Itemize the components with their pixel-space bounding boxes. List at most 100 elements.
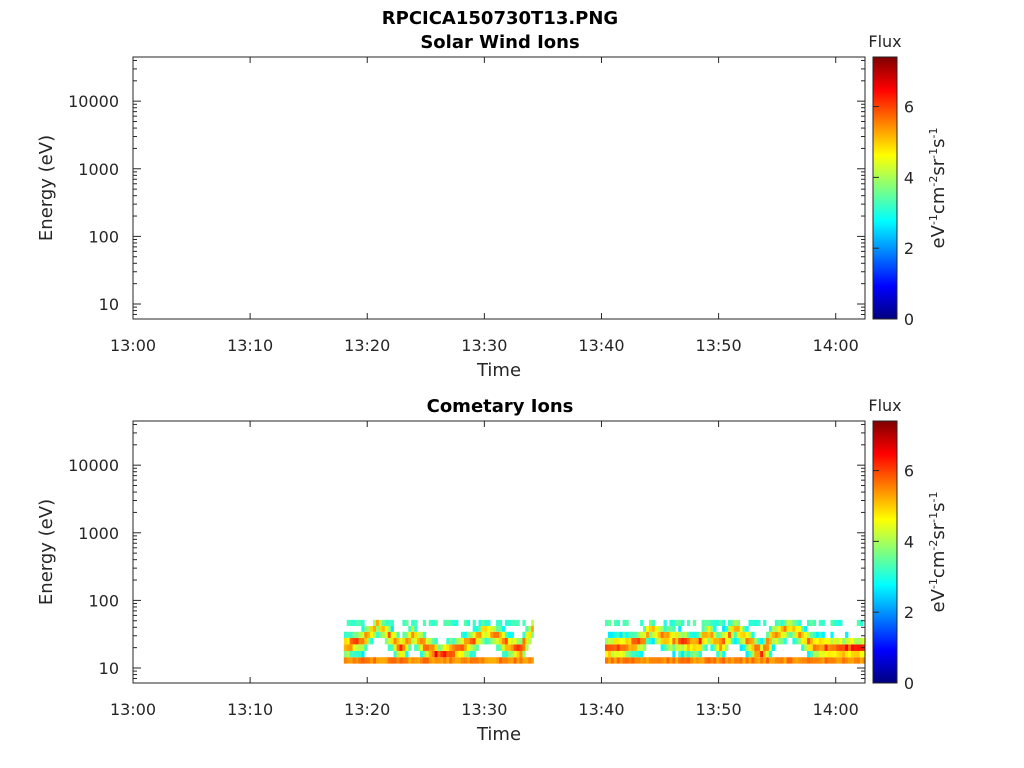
heatmap-cell — [405, 644, 409, 651]
heatmap-cell — [440, 644, 444, 651]
heatmap-cell — [760, 657, 764, 664]
heatmap-cell — [686, 637, 691, 645]
heatmap-cell — [675, 619, 679, 626]
heatmap-cell — [431, 657, 435, 664]
heatmap-cell — [698, 657, 702, 664]
heatmap-cell — [504, 619, 509, 626]
heatmap-cell — [343, 631, 348, 638]
heatmap-cell — [516, 637, 520, 645]
heatmap-cell — [815, 637, 820, 645]
heatmap-cell — [466, 631, 471, 638]
heatmap-cell — [408, 626, 412, 632]
heatmap-cell — [733, 619, 738, 626]
heatmap-cell — [463, 657, 468, 664]
heatmap-cell — [478, 631, 482, 638]
heatmap-cell — [446, 650, 450, 658]
heatmap-cell — [396, 644, 400, 651]
heatmap-cell — [610, 631, 615, 638]
heatmap-cell — [376, 619, 380, 626]
heatmap-cell — [842, 637, 846, 645]
heatmap-cell — [751, 650, 755, 658]
heatmap-cell — [510, 650, 514, 658]
heatmap-cell — [422, 619, 427, 626]
x-axis-label: Time — [476, 724, 521, 745]
heatmap-cell — [815, 650, 820, 658]
heatmap-cell — [727, 631, 732, 638]
heatmap-cell — [446, 619, 450, 626]
heatmap-cell — [713, 631, 717, 638]
heatmap-cell — [824, 657, 828, 664]
heatmap-cell — [727, 657, 732, 664]
heatmap-cell — [422, 631, 427, 638]
heatmap-cell — [678, 644, 682, 651]
heatmap-cell — [463, 637, 468, 645]
heatmap-cell — [399, 657, 403, 664]
heatmap-cell — [390, 631, 394, 638]
heatmap-cell — [850, 657, 855, 664]
heatmap-cell — [766, 631, 770, 638]
heatmap-cell — [346, 637, 350, 645]
heatmap-cell — [364, 626, 368, 632]
heatmap-cell — [472, 631, 476, 638]
heatmap-cell — [484, 657, 488, 664]
heatmap-cell — [496, 637, 500, 645]
heatmap-cell — [487, 631, 491, 638]
heatmap-cell — [678, 626, 682, 632]
heatmap-cell — [745, 644, 749, 651]
heatmap-cell — [631, 631, 635, 638]
heatmap-cell — [809, 637, 814, 645]
heatmap-cell — [525, 626, 529, 632]
heatmap-cell — [437, 650, 441, 658]
heatmap-cell — [463, 644, 468, 651]
heatmap-cell — [431, 650, 435, 658]
heatmap-cell — [507, 657, 512, 664]
heatmap-cell — [795, 626, 799, 632]
heatmap-cell — [419, 657, 424, 664]
heatmap-cell — [684, 650, 688, 658]
heatmap-cell — [417, 644, 421, 651]
heatmap-cell — [689, 637, 694, 645]
heatmap-cell — [809, 631, 814, 638]
heatmap-cell — [613, 631, 618, 638]
heatmap-cell — [713, 637, 717, 645]
heatmap-cell — [381, 657, 386, 664]
heatmap-cell — [821, 644, 825, 651]
heatmap-cell — [472, 657, 476, 664]
heatmap-cell — [809, 644, 814, 651]
heatmap-cell — [771, 631, 776, 638]
heatmap-cell — [771, 637, 776, 645]
heatmap-cell — [672, 650, 676, 658]
heatmap-cell — [730, 626, 735, 632]
heatmap-cell — [499, 644, 503, 651]
heatmap-cell — [725, 631, 729, 638]
heatmap-cell — [484, 637, 488, 645]
colorbar-tick-label: 0 — [904, 310, 914, 329]
x-tick-label: 13:30 — [461, 336, 507, 355]
heatmap-cell — [349, 657, 353, 664]
heatmap-cell — [373, 626, 377, 632]
heatmap-cell — [414, 657, 418, 664]
heatmap-cell — [387, 637, 391, 645]
heatmap-cell — [763, 644, 767, 651]
heatmap-cell — [393, 650, 397, 658]
y-tick-label: 10 — [99, 659, 119, 678]
heatmap-cell — [376, 631, 380, 638]
heatmap-cell — [836, 619, 840, 626]
heatmap-cell — [812, 631, 817, 638]
heatmap-cell — [607, 619, 612, 626]
heatmap-cell — [830, 657, 834, 664]
heatmap-cell — [396, 637, 400, 645]
heatmap-cell — [490, 631, 494, 638]
heatmap-cell — [431, 619, 435, 626]
heatmap-cell — [722, 626, 726, 632]
heatmap-cell — [414, 637, 418, 645]
heatmap-cell — [833, 650, 837, 658]
heatmap-cell — [657, 657, 661, 664]
heatmap-cell — [604, 650, 609, 658]
panel-title: Cometary Ions — [427, 396, 574, 417]
heatmap-cell — [660, 637, 664, 645]
heatmap-cell — [367, 631, 371, 638]
heatmap-cell — [856, 657, 861, 664]
heatmap-cell — [704, 631, 708, 638]
heatmap-cell — [384, 637, 389, 645]
